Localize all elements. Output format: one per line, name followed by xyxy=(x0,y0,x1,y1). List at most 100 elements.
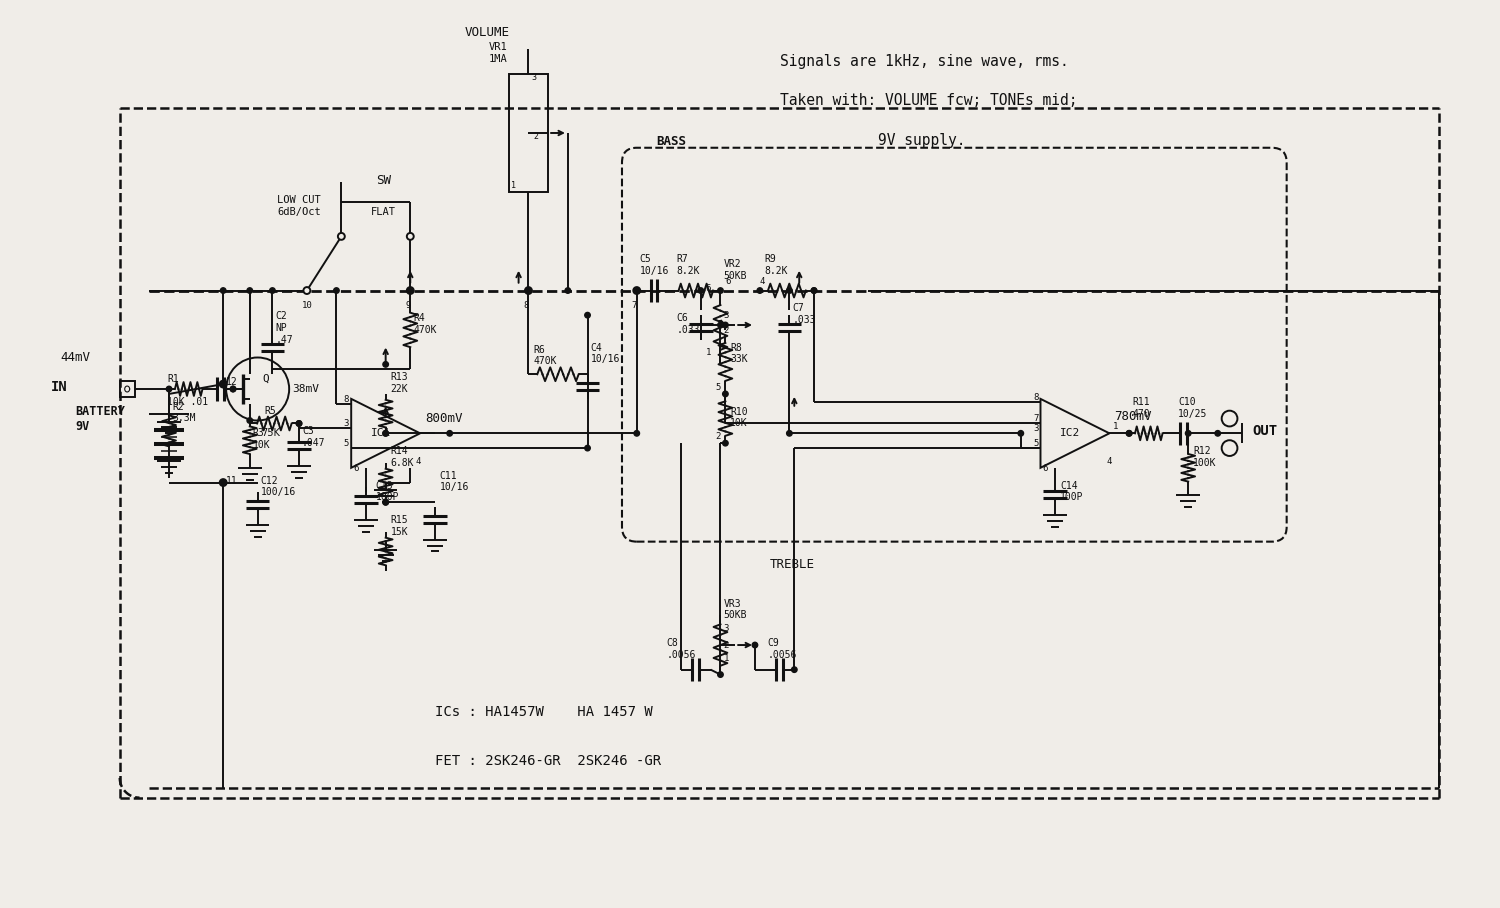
Circle shape xyxy=(296,420,302,426)
Circle shape xyxy=(338,233,345,240)
Text: IN: IN xyxy=(51,380,68,394)
Text: Signals are 1kHz, sine wave, rms.: Signals are 1kHz, sine wave, rms. xyxy=(780,54,1068,69)
Circle shape xyxy=(382,499,388,505)
Text: Q: Q xyxy=(262,374,270,384)
Text: 3: 3 xyxy=(723,311,729,321)
Circle shape xyxy=(786,288,792,293)
Text: Taken with: VOLUME fcw; TONEs mid;: Taken with: VOLUME fcw; TONEs mid; xyxy=(780,94,1077,108)
Text: 5: 5 xyxy=(716,383,722,392)
Text: C6
.033: C6 .033 xyxy=(676,313,699,335)
Text: 3: 3 xyxy=(723,624,729,633)
Text: TREBLE: TREBLE xyxy=(770,558,814,571)
Text: 6: 6 xyxy=(726,277,730,286)
Circle shape xyxy=(270,288,274,293)
Circle shape xyxy=(752,642,758,647)
Text: C9
.0056: C9 .0056 xyxy=(768,638,796,660)
Text: C2
NP
.47: C2 NP .47 xyxy=(276,311,292,345)
Text: BASS: BASS xyxy=(657,134,687,148)
Text: IC1: IC1 xyxy=(370,429,392,439)
Circle shape xyxy=(634,288,639,293)
Text: 5: 5 xyxy=(344,439,350,448)
Circle shape xyxy=(717,322,723,328)
Circle shape xyxy=(634,288,639,293)
Text: 7: 7 xyxy=(632,301,638,311)
Text: 8: 8 xyxy=(1034,393,1038,402)
Text: 8: 8 xyxy=(524,301,530,311)
Text: R9
8.2K: R9 8.2K xyxy=(765,254,789,276)
Text: C11
10/16: C11 10/16 xyxy=(440,471,470,492)
Circle shape xyxy=(382,430,388,436)
Text: 1: 1 xyxy=(705,349,711,358)
Circle shape xyxy=(525,288,531,293)
Text: R11
470: R11 470 xyxy=(1132,397,1149,419)
Text: C7
.033: C7 .033 xyxy=(792,303,816,325)
Text: 2: 2 xyxy=(723,326,729,335)
Text: FET : 2SK246-GR  2SK246 -GR: FET : 2SK246-GR 2SK246 -GR xyxy=(435,755,662,768)
Text: 4: 4 xyxy=(760,277,765,286)
Text: R13
22K: R13 22K xyxy=(390,372,408,394)
Text: VR1
1MA: VR1 1MA xyxy=(489,43,508,64)
Circle shape xyxy=(447,430,453,436)
Text: C12
100/16: C12 100/16 xyxy=(261,476,296,498)
Circle shape xyxy=(585,445,591,451)
Circle shape xyxy=(333,288,339,293)
Circle shape xyxy=(812,288,818,293)
Text: 1: 1 xyxy=(510,181,516,190)
Circle shape xyxy=(303,287,310,294)
Text: R2
3.3M: R2 3.3M xyxy=(172,402,195,423)
Text: 9: 9 xyxy=(405,301,411,311)
Text: R14
6.8K: R14 6.8K xyxy=(390,446,414,468)
Circle shape xyxy=(723,440,728,446)
Text: 6: 6 xyxy=(352,464,358,473)
Circle shape xyxy=(786,430,792,436)
Text: R15
15K: R15 15K xyxy=(390,515,408,537)
Circle shape xyxy=(1215,430,1221,436)
Circle shape xyxy=(408,288,413,293)
Circle shape xyxy=(219,479,226,486)
Circle shape xyxy=(698,288,703,293)
Text: SW: SW xyxy=(376,174,392,187)
Circle shape xyxy=(219,380,226,388)
Circle shape xyxy=(166,386,172,391)
Circle shape xyxy=(231,386,236,391)
Text: 10K .01: 10K .01 xyxy=(166,397,208,407)
Text: 4: 4 xyxy=(416,457,420,466)
Circle shape xyxy=(248,418,252,423)
Circle shape xyxy=(220,288,226,293)
Text: 44mV: 44mV xyxy=(60,351,90,364)
Text: 6: 6 xyxy=(1042,464,1048,473)
Circle shape xyxy=(758,288,762,293)
Text: OUT: OUT xyxy=(1252,424,1278,439)
Circle shape xyxy=(248,288,252,293)
Text: 75K: 75K xyxy=(261,429,280,439)
Circle shape xyxy=(717,672,723,677)
Circle shape xyxy=(585,312,591,318)
Text: VR2
50KB: VR2 50KB xyxy=(723,259,747,281)
Circle shape xyxy=(717,288,723,293)
Text: R10
10K: R10 10K xyxy=(730,407,748,429)
Circle shape xyxy=(382,499,388,505)
Circle shape xyxy=(792,666,796,673)
Text: C5
10/16: C5 10/16 xyxy=(639,254,669,276)
Circle shape xyxy=(231,386,236,391)
Circle shape xyxy=(525,287,532,294)
Text: 3: 3 xyxy=(1034,424,1038,433)
Text: 4: 4 xyxy=(1107,457,1112,466)
Text: VR3
50KB: VR3 50KB xyxy=(723,598,747,620)
Text: C4
10/16: C4 10/16 xyxy=(591,343,620,364)
Text: 1: 1 xyxy=(1113,422,1118,431)
Circle shape xyxy=(220,479,226,485)
Text: C3
.047: C3 .047 xyxy=(302,427,326,448)
Text: 11: 11 xyxy=(226,476,238,486)
Circle shape xyxy=(406,233,414,240)
Circle shape xyxy=(304,288,309,293)
Text: LOW CUT
6dB/Oct: LOW CUT 6dB/Oct xyxy=(278,195,321,217)
Text: R7
8.2K: R7 8.2K xyxy=(676,254,699,276)
Circle shape xyxy=(220,479,226,485)
Text: 2: 2 xyxy=(723,641,729,650)
Circle shape xyxy=(220,381,226,387)
Text: 7: 7 xyxy=(1034,414,1038,423)
Text: ICs : HA1457W    HA 1457 W: ICs : HA1457W HA 1457 W xyxy=(435,705,652,719)
Text: 3: 3 xyxy=(531,73,537,82)
Text: R12
100K: R12 100K xyxy=(1192,446,1216,468)
